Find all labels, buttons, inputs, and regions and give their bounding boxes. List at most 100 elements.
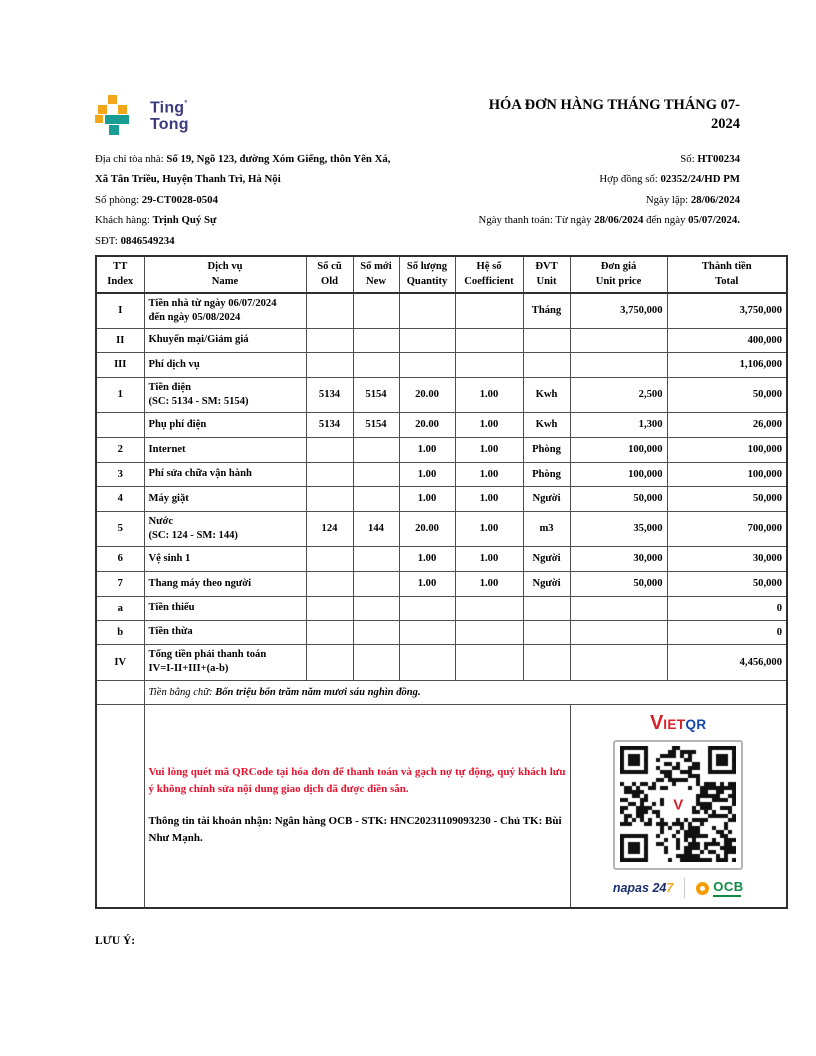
cell-total: 0 [666, 595, 788, 621]
cell-new [352, 595, 400, 621]
cell-total: 700,000 [666, 510, 788, 547]
customer-name: Khách hàng: Trịnh Quý Sự [95, 210, 216, 230]
table-header-row: TT Index Dịch vụ Name Số cũ Old Số mới N… [95, 255, 788, 295]
cell-total: 50,000 [666, 485, 788, 512]
invoice-title: HÓA ĐƠN HÀNG THÁNG THÁNG 07- 2024 [488, 97, 740, 132]
address-label: Địa chỉ tòa nhà: [95, 153, 167, 165]
payment-from-date: 28/06/2024 [594, 214, 644, 227]
cell-coefficient: 1.00 [454, 376, 524, 413]
vietqr-v-icon: V [667, 794, 689, 816]
cell-total: 100,000 [666, 461, 788, 487]
cell-index: 2 [95, 436, 145, 463]
table-row: b Tiền thừa 0 [95, 619, 788, 645]
cell-coefficient: 1.00 [454, 570, 524, 597]
cell-new [352, 570, 400, 597]
cell-name: Phí sửa chữa vận hành [143, 461, 307, 487]
cell-unit-price: 30,000 [569, 545, 668, 572]
cell-index: 5 [95, 510, 145, 547]
contract-value: 02352/24/HD PM [660, 173, 740, 186]
amount-in-words: Tiền bằng chữ: Bốn triệu bốn trăm năm mư… [143, 679, 788, 705]
cell-total: 3,750,000 [666, 292, 788, 329]
invoice-content: Ting° Tong HÓA ĐƠN HÀNG THÁNG THÁNG 07- … [95, 95, 788, 947]
cell-name: Tiền thừa [143, 619, 307, 645]
issue-date: Ngày lập: 28/06/2024 [646, 190, 740, 210]
header-new: Số mới New [352, 255, 400, 295]
table-row: II Khuyến mại/Giảm giá 400,000 [95, 327, 788, 353]
cell-old [305, 485, 354, 512]
info-row: Địa chỉ tòa nhà: Số 19, Ngõ 123, đường X… [95, 149, 740, 169]
payment-row: Vui lòng quét mã QRCode tại hóa đơn để t… [95, 703, 788, 909]
payment-networks: napas 247 OCB [575, 878, 783, 899]
cell-old: 5134 [305, 376, 354, 413]
table-row-grand-total: IV Tổng tiền phải thanh toán IV=I-II+III… [95, 643, 788, 681]
cell-unit-price [569, 643, 668, 681]
cell-index: III [95, 351, 145, 378]
info-row: Khách hàng: Trịnh Quý Sự Ngày thanh toán… [95, 210, 740, 230]
amount-in-words-row: Tiền bằng chữ: Bốn triệu bốn trăm năm mư… [95, 679, 788, 705]
table-row: I Tiền nhà từ ngày 06/07/2024 đến ngày 0… [95, 292, 788, 329]
napas-7: 7 [666, 881, 674, 896]
header-unit: ĐVT Unit [522, 255, 571, 295]
cell-old [305, 351, 354, 378]
vietqr-logo: VIETQR [575, 713, 783, 736]
cell-unit: Kwh [522, 411, 571, 438]
cell-name: Tiền điện (SC: 5134 - SM: 5154) [143, 376, 307, 413]
customer-value: Trịnh Quý Sự [152, 214, 217, 227]
napas-logo: napas 247 [613, 881, 673, 895]
amount-in-words-label: Tiền bằng chữ: [148, 686, 216, 698]
cell-total: 30,000 [666, 545, 788, 572]
cell-index: IV [95, 643, 145, 681]
ocb-name: OCB [713, 878, 744, 894]
header-total: Thành tiền Total [666, 255, 788, 295]
cell-unit-price: 50,000 [569, 485, 668, 512]
cell-coefficient: 1.00 [454, 510, 524, 547]
vietqr-iet: IET [663, 717, 686, 733]
table-row: III Phí dịch vụ 1,106,000 [95, 351, 788, 378]
cell-new [352, 619, 400, 645]
cell-quantity: 1.00 [398, 570, 456, 597]
cell-name: Máy giặt [143, 485, 307, 512]
issue-date-label: Ngày lập: [645, 193, 691, 206]
cell-new [352, 436, 400, 463]
building-address-line1: Địa chỉ tòa nhà: Số 19, Ngõ 123, đường X… [95, 149, 390, 169]
contract-number: Hợp đồng số: 02352/24/HD PM [599, 169, 740, 189]
cell-quantity [398, 327, 456, 353]
tingtong-logo-icon [95, 95, 141, 137]
address-value-line1: Số 19, Ngõ 123, đường Xóm Giếng, thôn Yê… [166, 153, 391, 165]
cell-index: 3 [95, 461, 145, 487]
cell-new [352, 461, 400, 487]
ocb-logo: OCB [696, 880, 743, 897]
cell-unit: Phòng [522, 436, 571, 463]
divider [684, 878, 686, 899]
cell-unit-price: 100,000 [569, 461, 668, 487]
cell-name: Internet [143, 436, 307, 463]
tingtong-logo: Ting° Tong [95, 95, 189, 137]
info-row: Số phòng: 29-CT0028-0504 Ngày lập: 28/06… [95, 190, 740, 210]
room-label: Số phòng: [95, 193, 142, 206]
cell-quantity: 20.00 [398, 411, 456, 438]
room-number: Số phòng: 29-CT0028-0504 [95, 190, 218, 210]
cell-unit [522, 643, 571, 681]
cell-total: 50,000 [666, 570, 788, 597]
cell-old [305, 595, 354, 621]
cell-quantity: 20.00 [398, 510, 456, 547]
cell-index: b [95, 619, 145, 645]
invoice-header: Ting° Tong HÓA ĐƠN HÀNG THÁNG THÁNG 07- … [95, 95, 740, 137]
qr-center-v: V [673, 796, 684, 814]
table-row: 4 Máy giặt 1.00 1.00 Người 50,000 50,000 [95, 485, 788, 512]
customer-label: Khách hàng: [95, 214, 153, 227]
cell-name: Vệ sinh 1 [143, 545, 307, 572]
cell-quantity: 1.00 [398, 545, 456, 572]
cell-new: 5154 [352, 376, 400, 413]
amount-in-words-value: Bốn triệu bốn trăm năm mươi sáu nghìn đồ… [215, 686, 421, 698]
cell-name: Phí dịch vụ [143, 351, 307, 378]
table-row: 6 Vệ sinh 1 1.00 1.00 Người 30,000 30,00… [95, 545, 788, 572]
cell-old [305, 570, 354, 597]
cell-total: 100,000 [666, 436, 788, 463]
cell-unit [522, 327, 571, 353]
cell-old: 124 [305, 510, 354, 547]
ocb-ring-icon [696, 881, 710, 895]
cell-quantity: 1.00 [398, 436, 456, 463]
cell-unit: Người [522, 485, 571, 512]
phone-value: 0846549234 [120, 234, 175, 247]
